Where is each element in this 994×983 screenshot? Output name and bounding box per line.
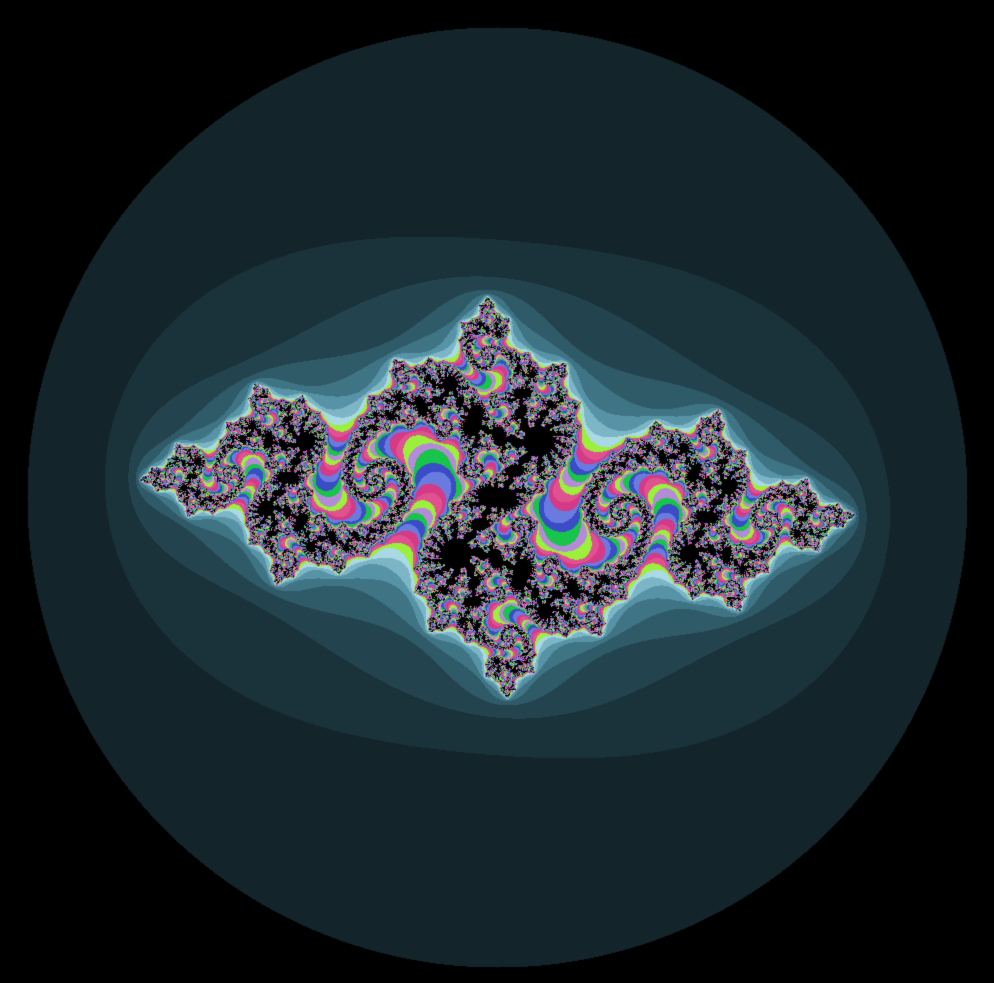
julia-set-canvas <box>0 0 994 983</box>
fractal-image <box>0 0 994 983</box>
